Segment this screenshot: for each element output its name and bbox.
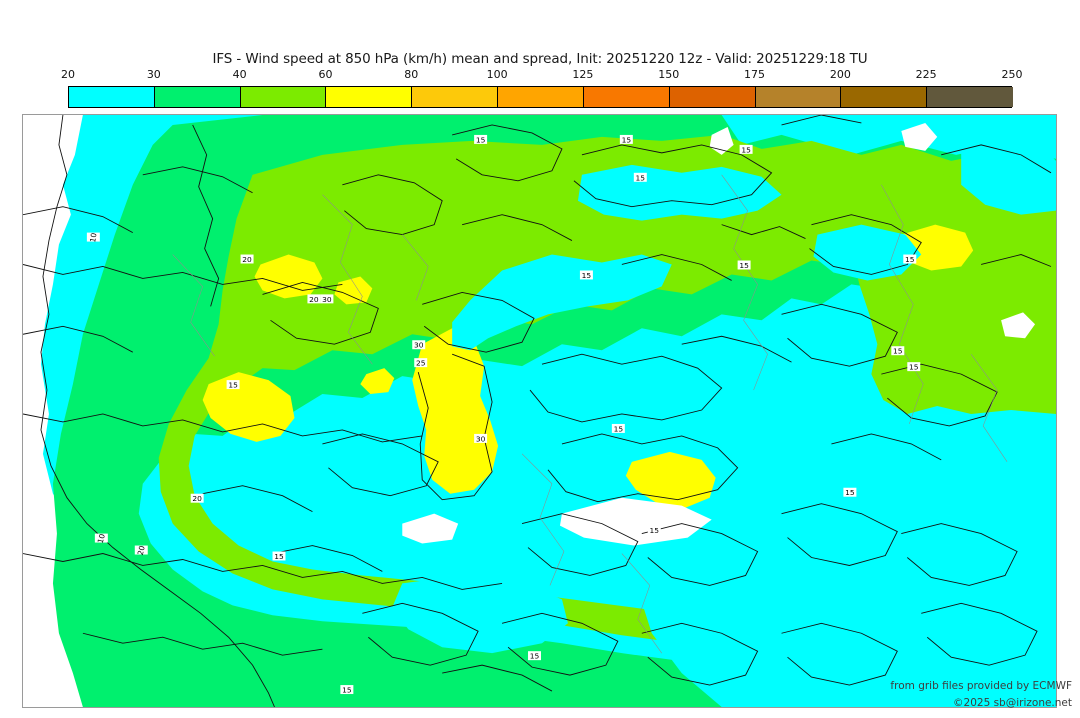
svg-text:20: 20 bbox=[136, 545, 147, 557]
colorbar-segment-150-175 bbox=[669, 87, 756, 107]
svg-text:15: 15 bbox=[228, 381, 238, 390]
svg-text:15: 15 bbox=[582, 271, 592, 280]
landmask-terrain bbox=[402, 122, 1036, 546]
colorbar-tick-100: 100 bbox=[486, 68, 508, 81]
colorbar-segment-40-60 bbox=[240, 87, 327, 107]
colorbar-tick-40: 40 bbox=[232, 68, 247, 81]
svg-text:15: 15 bbox=[905, 255, 915, 264]
svg-text:30: 30 bbox=[476, 434, 486, 443]
svg-text:30: 30 bbox=[322, 295, 332, 304]
colorbar-tick-150: 150 bbox=[658, 68, 680, 81]
colorbar-ticks: 20 30 40 60 80 100 125 150 175 200 225 250 bbox=[61, 68, 1023, 85]
svg-text:15: 15 bbox=[845, 488, 855, 497]
svg-text:15: 15 bbox=[622, 135, 632, 144]
shading-low-cyan-inner bbox=[392, 134, 1056, 707]
colorbar-tick-175: 175 bbox=[744, 68, 766, 81]
colorbar-tick-20: 20 bbox=[61, 68, 75, 81]
colorbar-segment-80-100 bbox=[412, 87, 499, 107]
svg-text:25: 25 bbox=[416, 359, 426, 368]
colorbar-tick-125: 125 bbox=[572, 68, 594, 81]
svg-text:15: 15 bbox=[909, 363, 919, 372]
map-svg: 10 10 15 20 20 25 30 15 15 15 15 15 15 1… bbox=[23, 115, 1056, 707]
colorbar-tick-30: 30 bbox=[146, 68, 161, 81]
shading-band-60-80 bbox=[202, 224, 974, 508]
colorbar-segment-60-80 bbox=[326, 87, 413, 107]
colorbar-segment-125-150 bbox=[583, 87, 670, 107]
svg-text:15: 15 bbox=[893, 347, 903, 356]
svg-text:15: 15 bbox=[636, 173, 646, 182]
colorbar-tick-60: 60 bbox=[318, 68, 333, 81]
colorbar-segment-20-30 bbox=[69, 87, 155, 107]
credit-source: from grib files provided by ECMWF bbox=[890, 680, 1072, 692]
svg-text:20: 20 bbox=[309, 295, 319, 304]
colorbar-tick-250: 250 bbox=[1001, 68, 1023, 81]
svg-text:15: 15 bbox=[476, 135, 486, 144]
colorbar-tick-200: 200 bbox=[829, 68, 851, 81]
svg-text:10: 10 bbox=[88, 232, 99, 243]
svg-text:15: 15 bbox=[342, 686, 352, 695]
colorbar-tick-225: 225 bbox=[915, 68, 937, 81]
colorbar: 20 30 40 60 80 100 125 150 175 200 225 250 bbox=[61, 68, 1023, 108]
svg-text:15: 15 bbox=[741, 145, 751, 154]
svg-text:15: 15 bbox=[274, 552, 284, 561]
colorbar-strip bbox=[68, 86, 1013, 108]
contour-labels: 10 10 15 20 20 25 30 15 15 15 15 15 15 1… bbox=[86, 134, 921, 695]
colorbar-segment-225-250 bbox=[927, 87, 1013, 107]
svg-text:20: 20 bbox=[242, 255, 252, 264]
colorbar-tick-80: 80 bbox=[404, 68, 419, 81]
svg-text:30: 30 bbox=[414, 341, 424, 350]
svg-text:15: 15 bbox=[530, 652, 540, 661]
credit-copyright: ©2025 sb@irizone.net bbox=[953, 697, 1072, 709]
svg-text:15: 15 bbox=[739, 261, 749, 270]
admin-border-layer bbox=[172, 174, 1008, 654]
page-title: IFS - Wind speed at 850 hPa (km/h) mean … bbox=[212, 51, 868, 67]
colorbar-segment-200-225 bbox=[841, 87, 928, 107]
map-canvas[interactable]: 10 10 15 20 20 25 30 15 15 15 15 15 15 1… bbox=[22, 114, 1057, 708]
colorbar-segment-30-40 bbox=[154, 87, 241, 107]
landmask-northwest bbox=[23, 115, 69, 151]
colorbar-segment-175-200 bbox=[755, 87, 842, 107]
svg-text:15: 15 bbox=[650, 526, 660, 535]
colorbar-segment-100-125 bbox=[498, 87, 584, 107]
svg-text:20: 20 bbox=[192, 494, 202, 503]
coastline-layer bbox=[23, 115, 1052, 707]
svg-text:15: 15 bbox=[614, 424, 624, 433]
svg-text:10: 10 bbox=[96, 533, 107, 545]
